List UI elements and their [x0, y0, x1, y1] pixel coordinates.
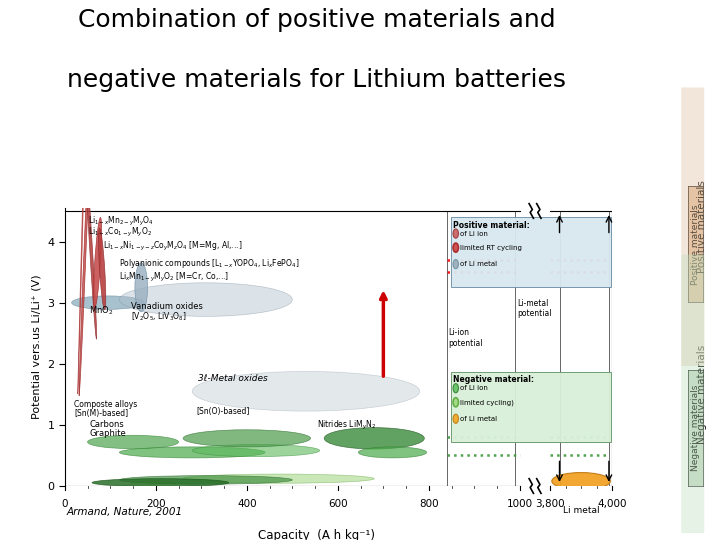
Text: Li-metal
potential: Li-metal potential	[517, 299, 552, 319]
Y-axis label: Potential vers.us Li/Li⁺ (V): Potential vers.us Li/Li⁺ (V)	[32, 275, 42, 419]
Text: Positive materials: Positive materials	[691, 204, 700, 285]
Text: of Li metal: of Li metal	[459, 416, 497, 422]
Ellipse shape	[94, 218, 102, 308]
Text: of Li metal: of Li metal	[459, 261, 497, 267]
Text: negative materials for Lithium batteries: negative materials for Lithium batteries	[67, 68, 567, 91]
Text: [V$_2$O$_5$, LiV$_3$O$_8$]: [V$_2$O$_5$, LiV$_3$O$_8$]	[131, 310, 186, 323]
Ellipse shape	[453, 260, 459, 269]
Ellipse shape	[183, 474, 374, 483]
Text: limited RT cycling: limited RT cycling	[459, 245, 521, 251]
Text: Li$_{1-x}$Mn$_{2-y}$M$_y$O$_4$: Li$_{1-x}$Mn$_{2-y}$M$_y$O$_4$	[89, 214, 154, 228]
Bar	[451, 217, 611, 287]
Text: Positive material:: Positive material:	[453, 221, 530, 230]
Ellipse shape	[120, 476, 292, 484]
Text: 0: 0	[61, 500, 68, 509]
Ellipse shape	[192, 444, 320, 457]
Text: MnO$_2$: MnO$_2$	[89, 305, 113, 317]
Ellipse shape	[88, 435, 179, 449]
Text: Negative material:: Negative material:	[453, 375, 534, 384]
Text: Armand, Nature, 2001: Armand, Nature, 2001	[66, 508, 182, 517]
Text: Positive materials: Positive materials	[697, 180, 707, 273]
Ellipse shape	[324, 428, 424, 449]
Ellipse shape	[99, 228, 106, 310]
Text: Composte alloys: Composte alloys	[74, 400, 137, 409]
Text: Negative materials: Negative materials	[697, 345, 707, 444]
Text: 800: 800	[419, 500, 438, 509]
Ellipse shape	[359, 447, 427, 458]
Text: 3,800: 3,800	[536, 500, 565, 509]
Ellipse shape	[183, 430, 310, 447]
Text: Carbons: Carbons	[90, 420, 125, 429]
Text: 3ℓ-Metal oxides: 3ℓ-Metal oxides	[198, 374, 268, 383]
Text: Graphite: Graphite	[90, 429, 127, 438]
Ellipse shape	[120, 447, 265, 458]
Text: Nitrides LiM$_y$N$_2$: Nitrides LiM$_y$N$_2$	[318, 420, 377, 433]
Text: limited cycling): limited cycling)	[459, 399, 513, 406]
Text: |: |	[646, 255, 720, 534]
Text: Li metal: Li metal	[563, 505, 600, 515]
Text: 1000: 1000	[507, 500, 533, 509]
Text: [Sn(O)-based]: [Sn(O)-based]	[197, 407, 250, 416]
Ellipse shape	[78, 76, 86, 395]
Text: 400: 400	[237, 500, 256, 509]
Ellipse shape	[453, 414, 459, 423]
Text: 4,000: 4,000	[598, 500, 626, 509]
Ellipse shape	[135, 263, 148, 312]
Text: of Li ion: of Li ion	[459, 385, 487, 391]
Text: Li$_{1-x}$Ni$_{1-y-z}$Co$_y$M$_z$O$_4$ [M=Mg, Al,...]: Li$_{1-x}$Ni$_{1-y-z}$Co$_y$M$_z$O$_4$ […	[104, 240, 243, 253]
Ellipse shape	[120, 283, 292, 316]
Ellipse shape	[79, 93, 91, 396]
Ellipse shape	[92, 478, 229, 487]
Text: Negative materials: Negative materials	[691, 385, 700, 471]
Text: Li-ion
potential: Li-ion potential	[449, 328, 483, 348]
Ellipse shape	[453, 383, 459, 393]
Text: [Sn(M)-based]: [Sn(M)-based]	[74, 409, 128, 418]
Ellipse shape	[71, 296, 145, 309]
Text: 200: 200	[146, 500, 166, 509]
Text: |: |	[646, 87, 720, 366]
Text: Capacity  (A h kg⁻¹): Capacity (A h kg⁻¹)	[258, 529, 375, 540]
Text: Combination of positive materials and: Combination of positive materials and	[78, 8, 556, 32]
Ellipse shape	[192, 372, 420, 411]
Ellipse shape	[453, 397, 459, 407]
Ellipse shape	[453, 229, 459, 238]
Text: Li$_{1-x}$Co$_{1-y}$M$_y$O$_2$: Li$_{1-x}$Co$_{1-y}$M$_y$O$_2$	[89, 226, 153, 239]
Ellipse shape	[453, 243, 459, 252]
Text: 600: 600	[328, 500, 348, 509]
Text: Li$_x$Mn$_{1-y}$M$_y$O$_2$ [M=Cr, Co,...]: Li$_x$Mn$_{1-y}$M$_y$O$_2$ [M=Cr, Co,...…	[120, 271, 230, 284]
Ellipse shape	[552, 472, 611, 490]
Ellipse shape	[86, 162, 96, 339]
Text: Polyanionic compounds [L$_{1-x}$YOPO$_4$, Li$_x$FePO$_4$]: Polyanionic compounds [L$_{1-x}$YOPO$_4$…	[120, 257, 300, 270]
Ellipse shape	[131, 481, 176, 487]
Text: of Li ion: of Li ion	[459, 231, 487, 237]
Bar	[451, 372, 611, 442]
Text: Vanadium oxides: Vanadium oxides	[131, 302, 202, 310]
